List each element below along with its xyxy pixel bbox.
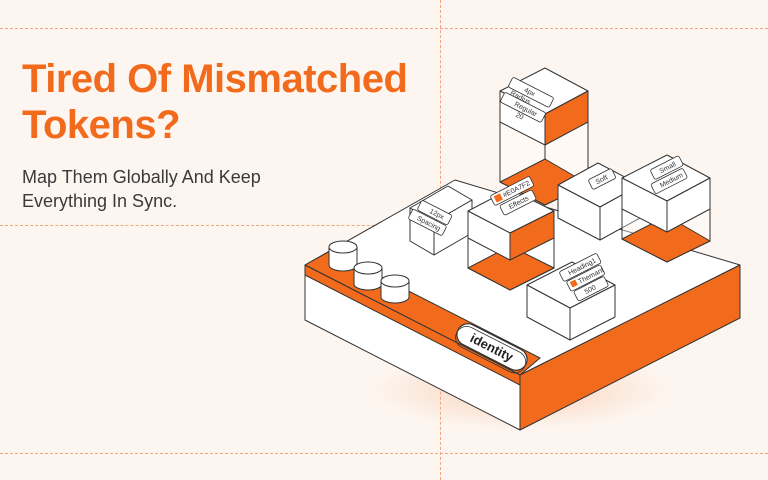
cylinder-3	[380, 274, 410, 304]
guide-line-bottom	[0, 453, 768, 454]
subheadline-line-1: Map Them Globally And Keep	[22, 167, 261, 187]
typography-token-labels: Heading1 Themant 500	[559, 253, 609, 302]
radius-token-labels-2: Regular 20	[500, 92, 546, 123]
headline-line-2: Tokens?	[22, 103, 181, 147]
cylinder-1	[328, 240, 358, 272]
subheadline: Map Them Globally And Keep Everything In…	[22, 165, 322, 213]
spacing-token-labels: 12px Spacing	[408, 200, 453, 236]
cylinder-2	[353, 261, 383, 291]
radius-token-line-1: 4px	[523, 87, 537, 99]
guide-line-top	[0, 28, 768, 29]
platform-orange-strip-front	[304, 264, 521, 386]
radius-token-line-4: 20	[514, 112, 524, 122]
headline: Tired Of Mismatched Tokens?	[22, 56, 442, 148]
cylinder-stack	[328, 240, 410, 304]
subheadline-line-2: Everything In Sync.	[22, 191, 178, 211]
typography-token-line-3: 500	[584, 284, 598, 296]
effects-swatch	[493, 193, 503, 203]
effects-base	[467, 245, 555, 291]
typography-swatch	[569, 279, 578, 288]
headline-line-1: Tired Of Mismatched	[22, 57, 408, 101]
block-size	[621, 154, 711, 263]
block-radius	[499, 67, 589, 206]
soft-token-label: Soft	[588, 168, 616, 190]
guide-line-left-text	[0, 225, 440, 226]
platform-right-face	[519, 264, 741, 431]
soft-token-line-1: Soft	[595, 174, 609, 186]
